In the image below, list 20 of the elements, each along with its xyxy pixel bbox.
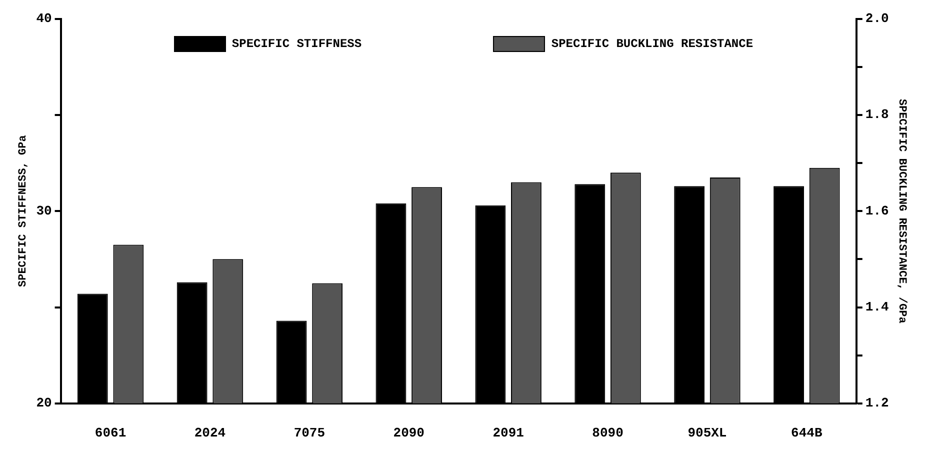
y2-tick-label: 1.8 <box>865 107 889 122</box>
legend-label: SPECIFIC STIFFNESS <box>232 37 362 51</box>
y2-tick-label: 2.0 <box>865 11 889 26</box>
x-tick-label: 8090 <box>592 425 624 440</box>
y-tick-label: 40 <box>36 11 52 26</box>
x-tick-label: 7075 <box>294 425 326 440</box>
y-tick-label: 30 <box>36 203 52 218</box>
x-tick-label: 905XL <box>688 425 727 440</box>
x-tick-label: 644B <box>791 425 822 440</box>
x-tick-label: 2024 <box>194 425 226 440</box>
y2-axis-title: SPECIFIC BUCKLING RESISTANCE, /GPa <box>896 98 908 324</box>
y-axis-title: SPECIFIC STIFFNESS, GPa <box>17 134 30 288</box>
text: 1.2 <box>865 396 889 411</box>
x-tick-label: 2091 <box>492 425 524 440</box>
x-tick-label: 6061 <box>94 425 126 440</box>
x-tick-label: 2090 <box>393 425 425 440</box>
legend-label: SPECIFIC BUCKLING RESISTANCE <box>551 37 754 51</box>
y2-tick-label: 1.6 <box>865 203 889 218</box>
y2-tick-label: 1.4 <box>865 300 889 315</box>
y-tick-label: 20 <box>36 396 52 411</box>
